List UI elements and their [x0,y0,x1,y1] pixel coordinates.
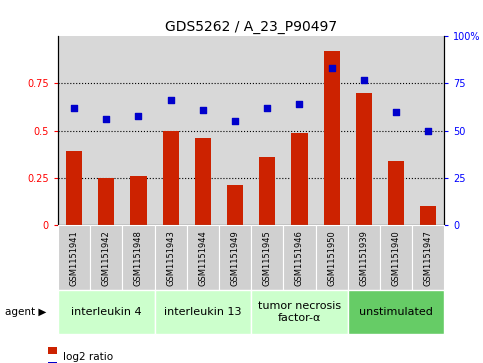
Point [392,109,400,115]
Bar [291,132,308,225]
Bar [324,52,340,225]
Point [360,77,368,83]
Text: GSM1151944: GSM1151944 [199,230,207,286]
Bar [98,178,114,225]
Text: GSM1151942: GSM1151942 [102,230,111,286]
Text: GSM1151949: GSM1151949 [230,230,240,286]
Point [328,65,336,71]
Text: GSM1151950: GSM1151950 [327,230,336,286]
Text: GSM1151948: GSM1151948 [134,230,143,286]
Bar [130,176,146,225]
Text: GSM1151946: GSM1151946 [295,230,304,286]
Text: interleukin 13: interleukin 13 [164,307,242,317]
Bar [163,131,179,225]
Text: log2 ratio: log2 ratio [63,352,113,362]
Text: GSM1151945: GSM1151945 [263,230,272,286]
Point [425,128,432,134]
Text: tumor necrosis
factor-α: tumor necrosis factor-α [258,301,341,323]
Text: GSM1151943: GSM1151943 [166,230,175,286]
Text: interleukin 4: interleukin 4 [71,307,142,317]
Point [199,107,207,113]
Text: GSM1151941: GSM1151941 [70,230,79,286]
Point [296,101,303,107]
Text: agent ▶: agent ▶ [5,307,46,317]
Bar [388,161,404,225]
Bar [195,138,211,225]
Bar [356,93,372,225]
Text: GSM1151940: GSM1151940 [392,230,400,286]
Point [263,105,271,111]
Title: GDS5262 / A_23_P90497: GDS5262 / A_23_P90497 [165,20,337,34]
Point [135,113,142,118]
Text: unstimulated: unstimulated [359,307,433,317]
Point [231,118,239,124]
Bar [420,206,436,225]
Text: GSM1151939: GSM1151939 [359,230,369,286]
Point [167,98,174,103]
Bar [66,151,82,225]
Point [102,117,110,122]
Point [70,105,78,111]
Text: GSM1151947: GSM1151947 [424,230,433,286]
Bar [227,185,243,225]
Bar [259,157,275,225]
